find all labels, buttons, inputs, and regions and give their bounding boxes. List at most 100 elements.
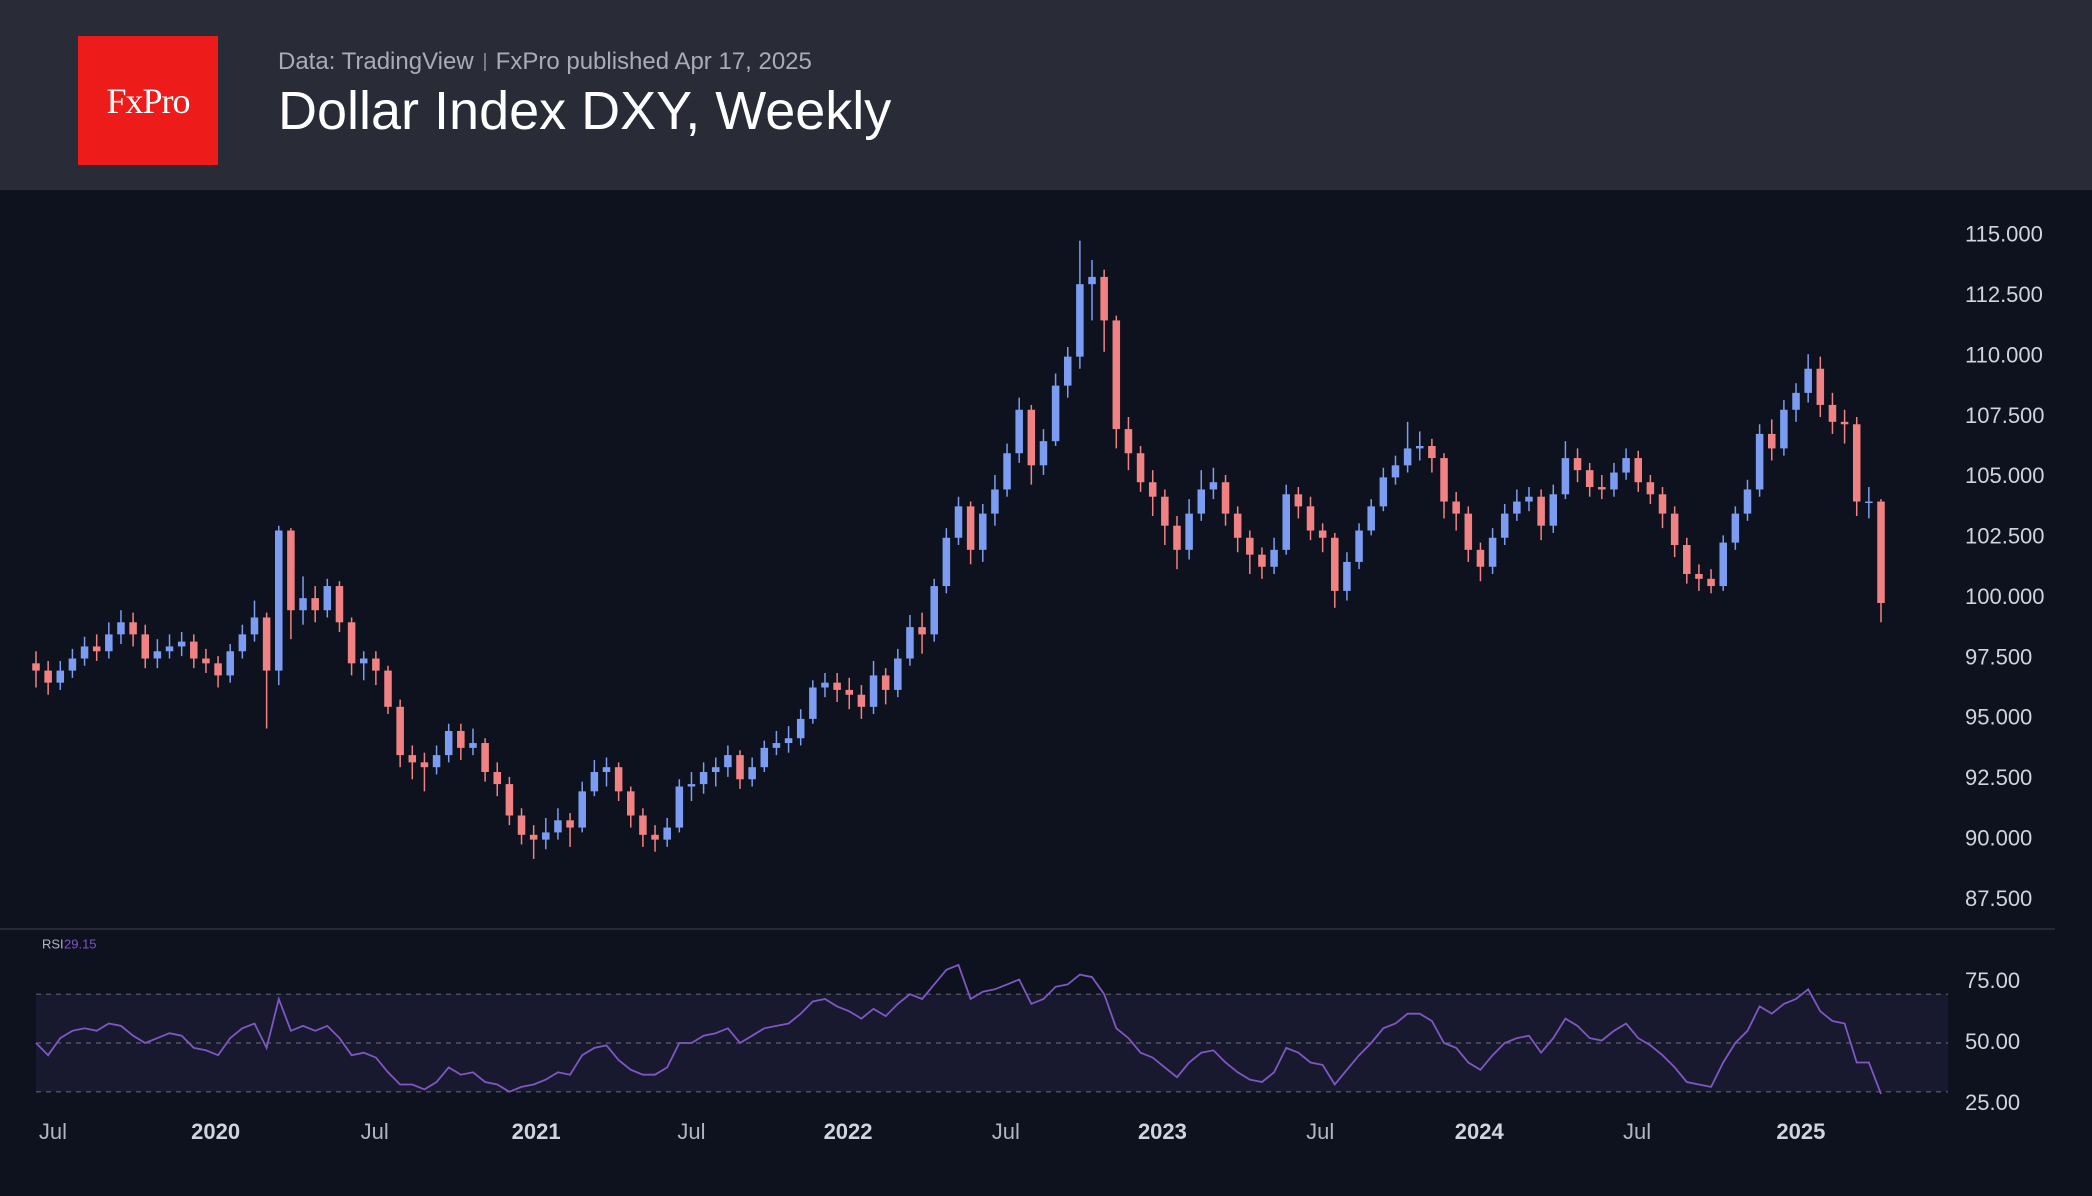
candle-body <box>966 506 975 550</box>
candle-body <box>190 641 198 659</box>
y-tick-label: 110.000 <box>1965 342 2043 367</box>
candle-body <box>396 706 404 756</box>
candle-body <box>1780 409 1788 449</box>
y-tick-label: 102.500 <box>1965 524 2045 549</box>
candle-body <box>1185 513 1193 550</box>
published: FxPro published Apr 17, 2025 <box>495 48 812 75</box>
chart-title: Dollar Index DXY, Weekly <box>278 81 892 141</box>
candle-body <box>1282 494 1290 550</box>
candle-body <box>1573 458 1582 471</box>
candle-body <box>736 755 744 780</box>
candle-body <box>1622 458 1630 473</box>
candle-body <box>92 646 101 652</box>
meta: Data: TradingView FxPro published Apr 17,… <box>278 48 812 76</box>
candle-body <box>1670 513 1679 546</box>
y-tick-label: 115.000 <box>1965 222 2043 247</box>
candle-body <box>1403 448 1412 466</box>
candle-body <box>699 772 708 785</box>
candle-body <box>784 738 793 744</box>
candle-body <box>493 772 502 785</box>
candle-body <box>1804 368 1812 393</box>
candle-body <box>1549 494 1558 526</box>
candle-body <box>1476 549 1485 567</box>
candle-body <box>311 598 319 611</box>
candle-body <box>639 815 647 835</box>
candle-body <box>469 743 477 748</box>
candle-body <box>238 634 247 652</box>
candle-body <box>32 663 40 671</box>
candle-body <box>1500 513 1509 538</box>
candle-body <box>44 670 52 683</box>
candle-body <box>1840 421 1849 425</box>
candle-body <box>1112 320 1121 430</box>
x-tick-label: Jul <box>39 1119 67 1144</box>
candle-body <box>930 586 938 635</box>
x-tick-label: 2024 <box>1455 1119 1505 1144</box>
candle-body <box>481 743 489 773</box>
candle-body <box>505 784 514 816</box>
x-tick-label: Jul <box>1306 1119 1334 1144</box>
y-tick-label: 105.000 <box>1965 463 2045 488</box>
candle-body <box>1428 445 1436 459</box>
candle-body <box>1816 368 1825 405</box>
candle-body <box>408 755 417 763</box>
candle-body <box>542 832 550 840</box>
candle-body <box>894 658 902 690</box>
candle-body <box>1076 284 1084 357</box>
candle-body <box>141 634 150 659</box>
candle-body <box>1828 404 1837 422</box>
candle-body <box>299 598 307 611</box>
candle-body <box>287 530 295 611</box>
candle-body <box>1731 513 1740 543</box>
candle-body <box>724 755 732 768</box>
candle-body <box>1598 487 1606 490</box>
candle-body <box>954 506 963 538</box>
candle-body <box>1767 433 1776 449</box>
candle-body <box>675 786 684 828</box>
candle-body <box>760 747 769 768</box>
candle-body <box>1488 537 1497 567</box>
candle-body <box>359 658 368 664</box>
candle-body <box>1161 496 1169 526</box>
x-tick-label: Jul <box>992 1119 1020 1144</box>
candle-body <box>1355 530 1363 562</box>
y-tick-label: 97.500 <box>1965 644 2032 669</box>
candle-body <box>68 658 77 671</box>
rsi-name: RSI <box>42 936 64 951</box>
candle-body <box>177 641 186 647</box>
rsi-last-value: 29.15 <box>64 936 97 951</box>
y-tick-label: 100.000 <box>1965 584 2045 609</box>
candle-body <box>105 634 113 652</box>
candle-body <box>529 834 538 840</box>
candle-body <box>1294 494 1303 507</box>
candle-body <box>578 791 586 828</box>
candle-body <box>1136 453 1145 483</box>
candle-body <box>845 689 854 695</box>
candle-body <box>796 718 805 739</box>
candle-body <box>1088 276 1096 285</box>
candle-body <box>1755 433 1764 490</box>
x-tick-label: 2023 <box>1138 1119 1187 1144</box>
candle-body <box>1197 489 1206 514</box>
candle-body <box>1246 537 1254 555</box>
candle-body <box>651 834 659 840</box>
candle-body <box>1100 276 1108 321</box>
candle-body <box>117 622 125 635</box>
candle-body <box>275 530 283 671</box>
candle-body <box>457 730 465 748</box>
candle-body <box>979 513 987 550</box>
candle-body <box>687 784 696 787</box>
x-tick-label: Jul <box>1623 1119 1651 1144</box>
x-tick-label: 2020 <box>191 1119 240 1144</box>
candle-body <box>711 767 720 773</box>
candle-body <box>614 767 623 792</box>
candle-body <box>1063 356 1072 386</box>
candle-body <box>444 730 453 756</box>
candle-body <box>384 670 392 707</box>
y-tick-label: 112.500 <box>1965 282 2043 307</box>
candle-body <box>1209 482 1218 490</box>
candle-body <box>1003 453 1011 490</box>
candle-body <box>202 658 210 664</box>
candle-body <box>56 670 65 683</box>
